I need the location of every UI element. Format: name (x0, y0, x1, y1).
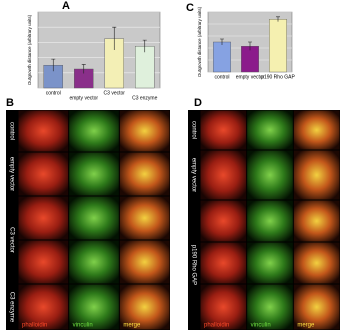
x-tick-label: C3 vector (104, 90, 126, 96)
micrograph (18, 240, 69, 284)
panel-label: C (186, 2, 194, 14)
error-bar (51, 58, 56, 72)
micrograph (69, 284, 119, 330)
row-label: p190 Rho GAP (190, 245, 196, 285)
micrograph (247, 150, 293, 200)
micrograph (247, 242, 293, 284)
panel-label: D (194, 97, 202, 109)
column-label: vinculin (73, 323, 93, 329)
micrograph (69, 110, 119, 152)
row-label: control (190, 121, 196, 139)
row-label: control (8, 122, 14, 140)
micrograph (200, 150, 247, 200)
micrograph (247, 200, 293, 242)
x-tick-label: empty vector (69, 95, 98, 101)
micrograph (69, 240, 119, 284)
column-label: merge (123, 323, 141, 329)
y-axis-label: Outgrowth distance (arbitrary units) (197, 6, 202, 77)
micrograph (200, 242, 247, 284)
micrograph (293, 200, 340, 242)
x-tick-label: control (46, 90, 61, 96)
micrograph (69, 152, 119, 196)
micrograph (18, 196, 69, 240)
micrograph (293, 242, 340, 284)
x-tick-label: empty vector (236, 74, 265, 80)
micrograph (200, 110, 247, 150)
error-bar (142, 39, 147, 53)
micrograph (119, 110, 170, 152)
micrograph (119, 240, 170, 284)
micrograph (18, 152, 69, 196)
error-bar (248, 41, 252, 51)
column-label: phalloidin (204, 323, 229, 329)
x-tick-label: p190 Rho GAP (261, 74, 295, 80)
row-label: empty vector (8, 157, 14, 191)
micrograph (18, 110, 69, 152)
micrograph (247, 110, 293, 150)
micrograph (293, 284, 340, 330)
bar (213, 41, 231, 73)
micrograph (69, 196, 119, 240)
bar (135, 46, 155, 89)
y-axis-label: Outgrowth distance (arbitrary units) (27, 14, 32, 85)
row-label: empty vector (190, 158, 196, 192)
micrograph (119, 152, 170, 196)
micrograph (200, 200, 247, 242)
error-bar (220, 38, 224, 45)
error-bar (112, 26, 117, 50)
error-bar (276, 16, 280, 22)
x-tick-label: control (214, 74, 229, 80)
column-label: merge (297, 323, 315, 329)
x-tick-label: C3 enzyme (132, 95, 158, 101)
micrograph (200, 284, 247, 330)
column-label: phalloidin (22, 323, 47, 329)
micrograph (119, 196, 170, 240)
micrograph (18, 284, 69, 330)
micrograph (293, 110, 340, 150)
row-label: C3 enzyme (8, 292, 14, 323)
micrograph (247, 284, 293, 330)
bar (269, 19, 287, 73)
row-label: C3 vector (8, 227, 14, 253)
error-bar (81, 64, 86, 74)
panel-label: A (62, 0, 70, 12)
panel-label: B (6, 97, 14, 109)
column-label: vinculin (251, 323, 271, 329)
micrograph (119, 284, 170, 330)
micrograph (293, 150, 340, 200)
